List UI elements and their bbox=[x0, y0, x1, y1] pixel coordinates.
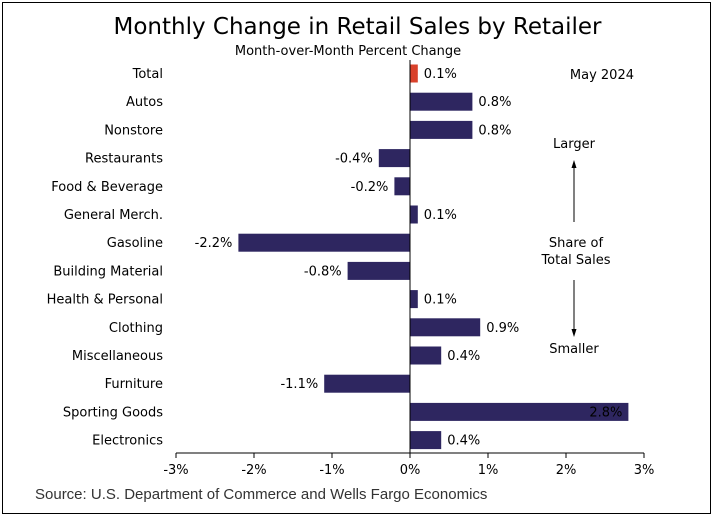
category-label-9: Clothing bbox=[109, 321, 163, 336]
source-note: Source: U.S. Department of Commerce and … bbox=[35, 486, 488, 503]
category-label-5: General Merch. bbox=[64, 208, 163, 223]
category-label-0: Total bbox=[132, 67, 163, 82]
x-tick-label-3: 0% bbox=[400, 463, 421, 478]
category-label-1: Autos bbox=[126, 95, 163, 110]
category-label-10: Miscellaneous bbox=[72, 349, 163, 364]
tick-labels-group: -3% -2% -1% 0% 1% 2% 3% bbox=[163, 463, 654, 478]
bar-13 bbox=[410, 431, 442, 450]
category-label-7: Building Material bbox=[53, 264, 163, 279]
value-label-3: -0.4% bbox=[335, 152, 373, 167]
annotation-share-line1: Share of bbox=[549, 236, 604, 251]
category-label-11: Furniture bbox=[105, 377, 163, 392]
value-label-12: 2.8% bbox=[589, 405, 622, 420]
value-label-8: 0.1% bbox=[424, 293, 457, 308]
bar-2 bbox=[410, 120, 473, 139]
value-label-6: -2.2% bbox=[195, 236, 233, 251]
category-label-6: Gasoline bbox=[107, 236, 163, 251]
date-label: May 2024 bbox=[570, 68, 634, 83]
x-tick-label-5: 2% bbox=[556, 463, 577, 478]
category-label-3: Restaurants bbox=[85, 152, 163, 167]
x-tick-label-2: -1% bbox=[319, 463, 344, 478]
value-label-7: -0.8% bbox=[304, 264, 342, 279]
value-label-9: 0.9% bbox=[486, 321, 519, 336]
down-arrow-icon bbox=[571, 329, 577, 337]
value-label-1: 0.8% bbox=[478, 95, 511, 110]
bars-group bbox=[238, 64, 629, 450]
value-label-11: -1.1% bbox=[280, 377, 318, 392]
x-tick-label-0: -3% bbox=[163, 463, 188, 478]
x-tick-label-1: -2% bbox=[241, 463, 266, 478]
category-label-13: Electronics bbox=[92, 434, 163, 449]
bar-9 bbox=[410, 318, 481, 337]
bar-12 bbox=[410, 402, 629, 421]
value-label-4: -0.2% bbox=[351, 180, 389, 195]
bar-7 bbox=[347, 261, 410, 280]
value-labels-group: 0.1% 0.8% 0.8% -0.4% -0.2% 0.1% -2.2% -0.8% 0.1%… bbox=[195, 67, 623, 449]
bar-8 bbox=[410, 290, 418, 309]
up-arrow-icon bbox=[571, 160, 577, 168]
bar-4 bbox=[394, 177, 410, 196]
bar-6 bbox=[238, 233, 410, 252]
bar-0 bbox=[410, 64, 418, 83]
annotation-share-line2: Total Sales bbox=[540, 253, 610, 268]
x-tick-label-6: 3% bbox=[634, 463, 655, 478]
value-label-0: 0.1% bbox=[424, 67, 457, 82]
bar-3 bbox=[378, 149, 410, 168]
chart-subtitle: Month-over-Month Percent Change bbox=[234, 44, 462, 59]
x-tick-label-4: 1% bbox=[478, 463, 499, 478]
bar-11 bbox=[324, 374, 410, 393]
value-label-10: 0.4% bbox=[447, 349, 480, 364]
axes-group bbox=[175, 60, 645, 458]
category-labels-group: Total Autos Nonstore Restaurants Food & Beve… bbox=[47, 67, 164, 449]
value-label-5: 0.1% bbox=[424, 208, 457, 223]
category-label-2: Nonstore bbox=[104, 123, 163, 138]
category-label-12: Sporting Goods bbox=[63, 405, 163, 420]
bar-10 bbox=[410, 346, 442, 365]
bar-1 bbox=[410, 92, 473, 111]
bar-5 bbox=[410, 205, 418, 224]
value-label-13: 0.4% bbox=[447, 434, 480, 449]
category-label-4: Food & Beverage bbox=[51, 180, 163, 195]
value-label-2: 0.8% bbox=[478, 123, 511, 138]
annotation-larger: Larger bbox=[553, 137, 596, 152]
chart-title: Monthly Change in Retail Sales by Retail… bbox=[113, 14, 602, 40]
category-label-8: Health & Personal bbox=[47, 293, 163, 308]
annotation-smaller: Smaller bbox=[549, 342, 599, 357]
